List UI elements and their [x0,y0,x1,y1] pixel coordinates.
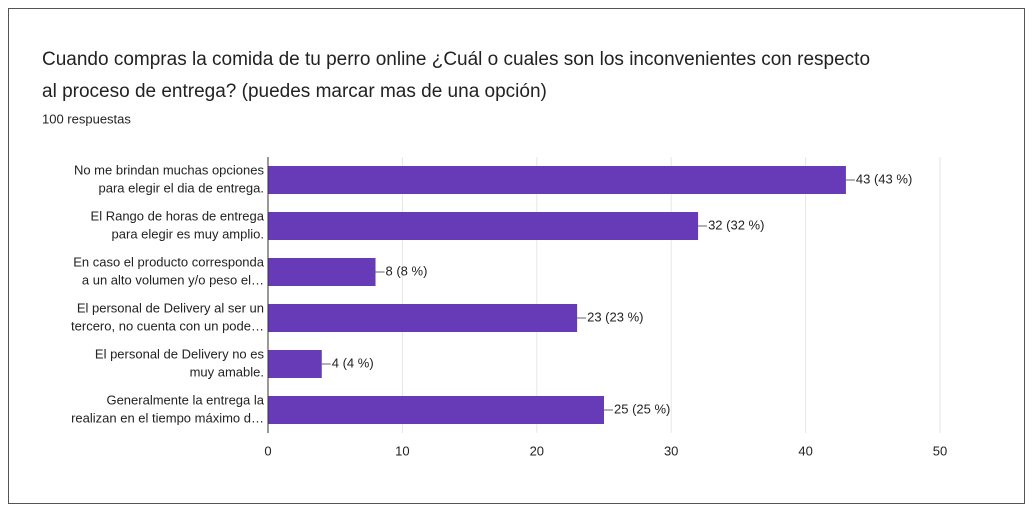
data-label: 32 (32 %) [708,217,764,232]
y-tick-label: a un alto volumen y/o peso el… [82,272,264,287]
x-tick-label: 10 [395,443,409,458]
x-tick-label: 40 [798,443,812,458]
chart-subtitle: 100 respuestas [42,111,131,126]
x-tick-label: 50 [933,443,947,458]
data-label: 25 (25 %) [614,401,670,416]
y-tick-label: tercero, no cuenta con un pode… [71,318,264,333]
x-tick-label: 20 [530,443,544,458]
x-tick-label: 0 [264,443,271,458]
chart-title: Cuando compras la comida de tu perro onl… [42,49,870,70]
chart-title: al proceso de entrega? (puedes marcar ma… [42,81,547,102]
y-tick-label: muy amable. [190,364,264,379]
data-label: 4 (4 %) [332,355,374,370]
bar [268,396,604,424]
data-label: 8 (8 %) [386,263,428,278]
data-label: 43 (43 %) [856,171,912,186]
y-tick-label: El personal de Delivery al ser un [77,300,264,315]
y-tick-label: para elegir el dia de entrega. [98,180,264,195]
bar [268,258,376,286]
bar [268,212,699,240]
y-tick-label: Generalmente la entrega la [106,392,264,407]
bar [268,350,322,378]
y-tick-label: para elegir es muy amplio. [112,226,264,241]
y-tick-label: El Rango de horas de entrega [91,208,265,223]
y-tick-label: En caso el producto corresponda [73,254,265,269]
bar [268,166,846,194]
data-label: 23 (23 %) [587,309,643,324]
y-tick-label: El personal de Delivery no es [95,346,265,361]
bar [268,304,578,332]
x-tick-label: 30 [664,443,678,458]
y-tick-label: No me brindan muchas opciones [74,162,265,177]
y-tick-label: realizan en el tiempo máximo d… [71,410,264,425]
